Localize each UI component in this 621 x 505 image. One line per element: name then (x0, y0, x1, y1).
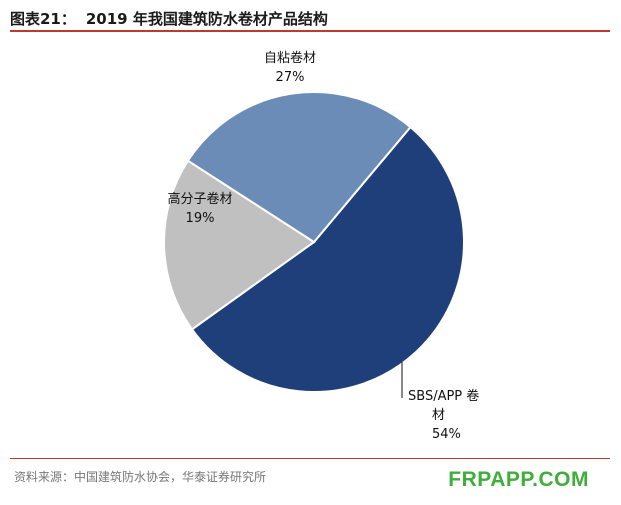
bottom-divider (10, 458, 610, 459)
top-divider (10, 30, 610, 32)
chart-title: 2019 年我国建筑防水卷材产品结构 (85, 9, 328, 28)
figure-header: 图表21： 2019 年我国建筑防水卷材产品结构 (10, 6, 610, 30)
pie-labels: SBS/APP 卷材 54% 高分子卷材 19% 自粘卷材 27% (167, 50, 479, 442)
figure-label: 图表21： (10, 9, 76, 28)
pie-slice-2 (186, 91, 412, 244)
slice-label-1: 高分子卷材 19% (167, 191, 232, 226)
watermark-logo: FRPAPP.COM (448, 468, 589, 491)
slice-label-2: 自粘卷材 27% (264, 50, 316, 85)
source-note: 资料来源：中国建筑防水协会，华泰证券研究所 (14, 470, 267, 484)
slice-label-0: SBS/APP 卷材 54% (408, 388, 479, 442)
pie-slices (163, 91, 465, 393)
pie-slice-0 (190, 125, 465, 393)
pie-slice-1 (163, 159, 316, 331)
